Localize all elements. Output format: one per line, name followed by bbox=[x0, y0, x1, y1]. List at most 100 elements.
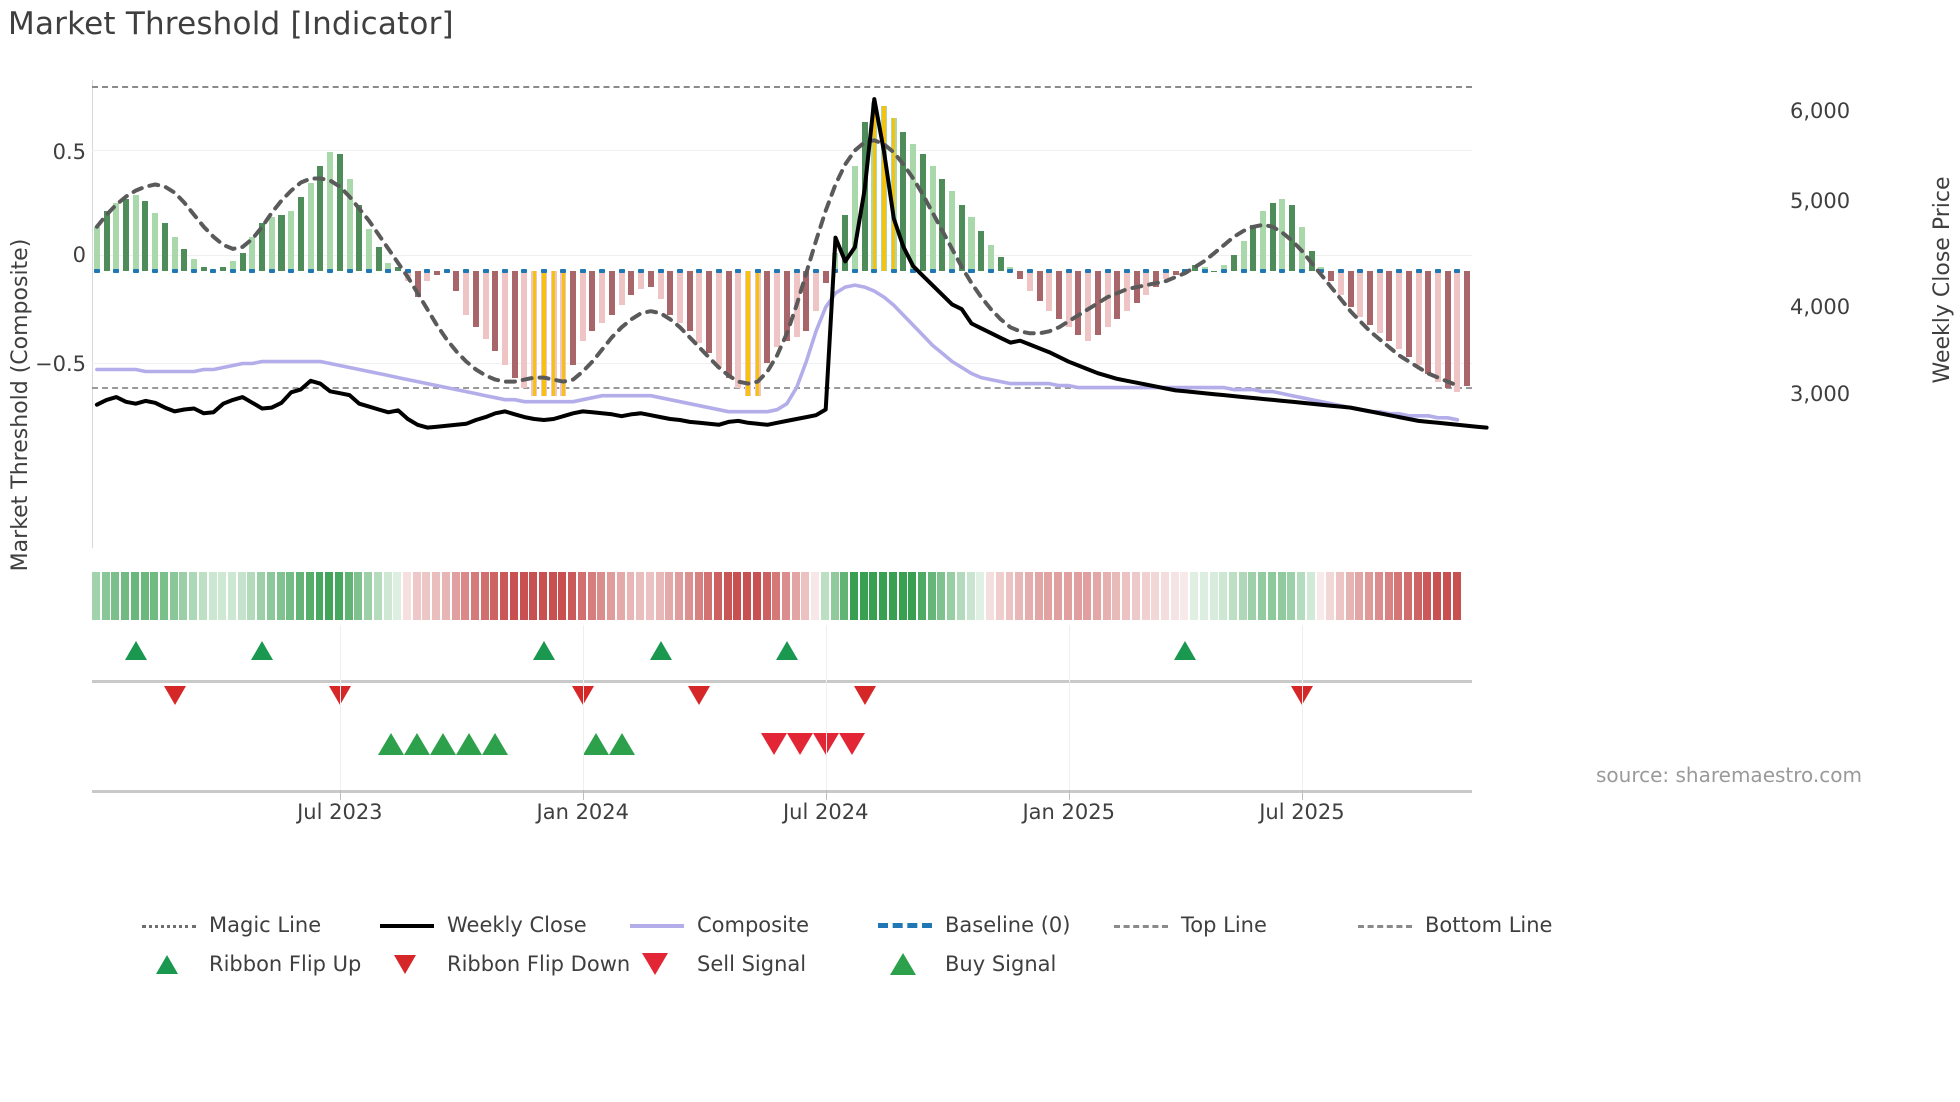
ribbon-cell[interactable] bbox=[558, 572, 567, 620]
histogram-bar[interactable] bbox=[482, 271, 489, 340]
ribbon-cell[interactable] bbox=[1384, 572, 1393, 620]
ribbon-cell[interactable] bbox=[92, 572, 100, 620]
ribbon-cell[interactable] bbox=[684, 572, 693, 620]
histogram-bar[interactable] bbox=[433, 271, 440, 276]
ribbon-cell[interactable] bbox=[1287, 572, 1296, 620]
buy-signal-marker[interactable] bbox=[378, 733, 405, 755]
histogram-bar[interactable] bbox=[239, 252, 246, 271]
histogram-bar[interactable] bbox=[570, 271, 577, 366]
histogram-bar[interactable] bbox=[521, 271, 528, 388]
histogram-bar[interactable] bbox=[1143, 271, 1150, 296]
ribbon-cell[interactable] bbox=[1423, 572, 1432, 620]
histogram-bar[interactable] bbox=[628, 271, 635, 296]
ribbon-cell[interactable] bbox=[675, 572, 684, 620]
histogram-bar[interactable] bbox=[822, 271, 829, 284]
ribbon-cell[interactable] bbox=[519, 572, 528, 620]
histogram-bar[interactable] bbox=[1454, 271, 1461, 392]
ribbon-cell[interactable] bbox=[1345, 572, 1354, 620]
histogram-bar[interactable] bbox=[949, 190, 956, 271]
histogram-bar[interactable] bbox=[783, 271, 790, 342]
ribbon-cell[interactable] bbox=[626, 572, 635, 620]
ribbon-cell[interactable] bbox=[1258, 572, 1267, 620]
histogram-bar[interactable] bbox=[532, 271, 536, 396]
histogram-bar[interactable] bbox=[618, 271, 625, 306]
histogram-bar[interactable] bbox=[1211, 271, 1218, 272]
histogram-bar[interactable] bbox=[676, 271, 683, 324]
histogram-bar[interactable] bbox=[1201, 266, 1208, 271]
ribbon-cell[interactable] bbox=[1092, 572, 1101, 620]
histogram-bar[interactable] bbox=[1017, 271, 1024, 280]
histogram-bar[interactable] bbox=[667, 271, 674, 316]
ribbon-cell[interactable] bbox=[130, 572, 139, 620]
histogram-bar[interactable] bbox=[1434, 271, 1441, 382]
histogram-bar[interactable] bbox=[1415, 271, 1422, 366]
ribbon-cell[interactable] bbox=[1199, 572, 1208, 620]
ribbon-heatmap[interactable] bbox=[92, 572, 1472, 620]
ribbon-cell[interactable] bbox=[529, 572, 538, 620]
histogram-bar[interactable] bbox=[346, 178, 353, 271]
histogram-bar[interactable] bbox=[502, 271, 509, 366]
ribbon-cell[interactable] bbox=[237, 572, 246, 620]
ribbon-cell[interactable] bbox=[160, 572, 168, 620]
ribbon-cell[interactable] bbox=[509, 572, 518, 620]
ribbon-cell[interactable] bbox=[1141, 572, 1150, 620]
histogram-bar[interactable] bbox=[1046, 271, 1053, 312]
histogram-bar[interactable] bbox=[113, 202, 120, 271]
ribbon-cell[interactable] bbox=[539, 572, 547, 620]
histogram-bar[interactable] bbox=[259, 222, 266, 271]
ribbon-cell[interactable] bbox=[1073, 572, 1082, 620]
histogram-bar[interactable] bbox=[647, 271, 654, 288]
ribbon-cell[interactable] bbox=[850, 572, 858, 620]
histogram-bar[interactable] bbox=[171, 236, 178, 271]
ribbon-cell[interactable] bbox=[1326, 572, 1335, 620]
ribbon-cell[interactable] bbox=[1170, 572, 1179, 620]
histogram-bar[interactable] bbox=[472, 271, 479, 328]
histogram-bar[interactable] bbox=[1366, 271, 1373, 326]
histogram-bar[interactable] bbox=[1085, 271, 1092, 342]
histogram-bar[interactable] bbox=[1318, 266, 1325, 271]
histogram-bar[interactable] bbox=[229, 260, 236, 271]
ribbon-cell[interactable] bbox=[1403, 572, 1412, 620]
ribbon-cell[interactable] bbox=[286, 572, 295, 620]
legend-item[interactable]: Weekly Close bbox=[380, 905, 587, 944]
ribbon-cell[interactable] bbox=[334, 572, 343, 620]
histogram-bar[interactable] bbox=[756, 271, 760, 396]
histogram-bar[interactable] bbox=[327, 152, 334, 271]
ribbon-cell[interactable] bbox=[713, 572, 722, 620]
ribbon-cell[interactable] bbox=[111, 572, 120, 620]
histogram-bar[interactable] bbox=[1260, 210, 1267, 271]
ribbon-cell[interactable] bbox=[1005, 572, 1014, 620]
ribbon-cell[interactable] bbox=[1229, 572, 1237, 620]
ribbon-cell[interactable] bbox=[1267, 572, 1276, 620]
ribbon-cell[interactable] bbox=[296, 572, 305, 620]
legend-item[interactable]: Top Line bbox=[1114, 905, 1267, 944]
histogram-bar[interactable] bbox=[851, 166, 858, 271]
ribbon-cell[interactable] bbox=[840, 572, 849, 620]
sell-signal-marker[interactable] bbox=[760, 733, 787, 755]
main-plot-area[interactable] bbox=[92, 80, 1489, 462]
ribbon-cell[interactable] bbox=[607, 572, 616, 620]
ribbon-cell[interactable] bbox=[1112, 572, 1121, 620]
ribbon-cell[interactable] bbox=[471, 572, 479, 620]
histogram-bar[interactable] bbox=[1269, 202, 1276, 271]
histogram-bar[interactable] bbox=[463, 271, 470, 316]
signal-marker-row[interactable] bbox=[92, 625, 1472, 755]
histogram-bar[interactable] bbox=[142, 200, 149, 271]
ribbon-cell[interactable] bbox=[1355, 572, 1364, 620]
ribbon-cell[interactable] bbox=[257, 572, 266, 620]
ribbon-cell[interactable] bbox=[791, 572, 800, 620]
histogram-bar[interactable] bbox=[356, 204, 363, 271]
histogram-bar[interactable] bbox=[1464, 271, 1471, 386]
ribbon-cell[interactable] bbox=[1083, 572, 1092, 620]
histogram-bar[interactable] bbox=[978, 230, 985, 271]
ribbon-cell[interactable] bbox=[568, 572, 577, 620]
ribbon-cell[interactable] bbox=[1335, 572, 1344, 620]
ribbon-cell[interactable] bbox=[655, 572, 664, 620]
ribbon-cell[interactable] bbox=[325, 572, 334, 620]
histogram-bar[interactable] bbox=[706, 271, 713, 354]
ribbon-cell[interactable] bbox=[1374, 572, 1383, 620]
histogram-bar[interactable] bbox=[542, 271, 546, 396]
histogram-bar[interactable] bbox=[696, 271, 703, 344]
ribbon-cell[interactable] bbox=[150, 572, 159, 620]
ribbon-cell[interactable] bbox=[1316, 572, 1325, 620]
